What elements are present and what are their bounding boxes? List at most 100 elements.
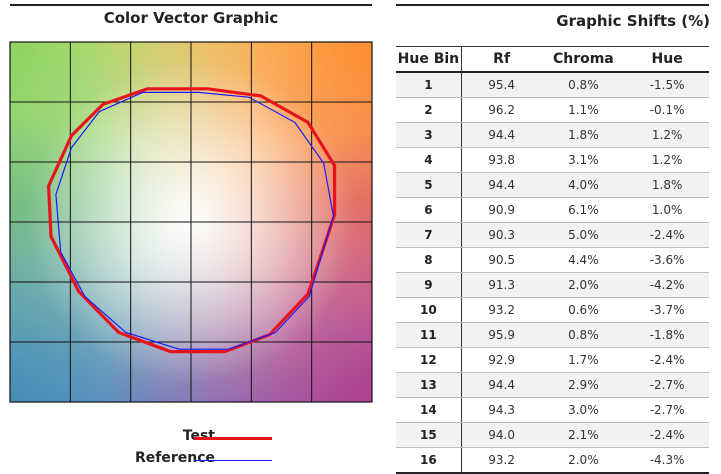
table-row: 10 93.2 0.6% -3.7%	[396, 297, 709, 323]
cell-chroma: 0.8%	[541, 72, 626, 98]
cell-hue: -0.1%	[625, 97, 709, 123]
cell-hue-bin: 15	[396, 422, 462, 448]
cell-hue-bin: 1	[396, 72, 462, 98]
cell-hue-bin: 13	[396, 372, 462, 398]
table-row: 2 96.2 1.1% -0.1%	[396, 97, 709, 123]
cell-hue: 1.0%	[625, 197, 709, 223]
header-rf: Rf	[461, 46, 542, 73]
graphic-shifts-panel: Graphic Shifts (%) Hue Bin Rf Chroma Hue…	[396, 0, 716, 474]
cell-rf: 94.4	[461, 172, 542, 198]
cell-chroma: 1.7%	[541, 347, 626, 373]
cell-hue-bin: 11	[396, 322, 462, 348]
cell-hue: -2.4%	[625, 222, 709, 248]
cell-chroma: 1.8%	[541, 122, 626, 148]
cell-hue: -2.7%	[625, 372, 709, 398]
cell-hue-bin: 7	[396, 222, 462, 248]
title-rule	[10, 4, 372, 6]
cell-rf: 90.3	[461, 222, 542, 248]
cell-rf: 94.4	[461, 372, 542, 398]
cell-hue: -3.6%	[625, 247, 709, 273]
cell-hue: -4.3%	[625, 447, 709, 474]
table-row: 1 95.4 0.8% -1.5%	[396, 72, 709, 98]
cell-rf: 94.4	[461, 122, 542, 148]
cell-hue-bin: 5	[396, 172, 462, 198]
cell-chroma: 6.1%	[541, 197, 626, 223]
cell-chroma: 5.0%	[541, 222, 626, 248]
cell-hue-bin: 8	[396, 247, 462, 273]
table-row: 16 93.2 2.0% -4.3%	[396, 447, 709, 474]
cell-chroma: 2.0%	[541, 447, 626, 474]
cell-chroma: 2.0%	[541, 272, 626, 298]
cell-chroma: 3.1%	[541, 147, 626, 173]
header-hue: Hue	[625, 46, 709, 73]
cell-rf: 91.3	[461, 272, 542, 298]
table-row: 3 94.4 1.8% 1.2%	[396, 122, 709, 148]
table-title: Graphic Shifts (%)	[556, 12, 710, 30]
plot-series	[46, 87, 337, 354]
cell-hue-bin: 4	[396, 147, 462, 173]
cell-rf: 95.9	[461, 322, 542, 348]
cell-chroma: 2.1%	[541, 422, 626, 448]
cell-rf: 96.2	[461, 97, 542, 123]
cell-hue-bin: 16	[396, 447, 462, 474]
cell-hue: 1.2%	[625, 122, 709, 148]
cell-rf: 95.4	[461, 72, 542, 98]
plot-frame	[9, 41, 373, 403]
table-row: 8 90.5 4.4% -3.6%	[396, 247, 709, 273]
cell-hue-bin: 6	[396, 197, 462, 223]
table-row: 11 95.9 0.8% -1.8%	[396, 322, 709, 348]
cell-rf: 93.2	[461, 297, 542, 323]
cell-hue-bin: 3	[396, 122, 462, 148]
table-row: 5 94.4 4.0% 1.8%	[396, 172, 709, 198]
cell-rf: 92.9	[461, 347, 542, 373]
plot-grid	[9, 41, 373, 403]
legend-swatch-test	[194, 437, 272, 440]
legend: Test Reference	[70, 428, 310, 472]
color-vector-chart	[9, 41, 373, 403]
table-title-rule	[396, 4, 709, 6]
cell-hue-bin: 14	[396, 397, 462, 423]
cell-hue: -1.8%	[625, 322, 709, 348]
table-row: 15 94.0 2.1% -2.4%	[396, 422, 709, 448]
cell-hue: -2.4%	[625, 347, 709, 373]
cell-rf: 93.8	[461, 147, 542, 173]
cell-rf: 90.9	[461, 197, 542, 223]
table-row: 4 93.8 3.1% 1.2%	[396, 147, 709, 173]
legend-item-reference: Reference	[70, 450, 310, 470]
header-hue-bin: Hue Bin	[396, 46, 462, 73]
table-header-row: Hue Bin Rf Chroma Hue	[396, 46, 709, 73]
cell-chroma: 1.1%	[541, 97, 626, 123]
chart-title: Color Vector Graphic	[103, 9, 279, 27]
cell-hue: -2.4%	[625, 422, 709, 448]
cell-hue-bin: 2	[396, 97, 462, 123]
color-vector-panel: Color Vector Graphic	[9, 4, 373, 472]
series-test-polygon	[46, 87, 337, 354]
cell-hue: 1.8%	[625, 172, 709, 198]
table-row: 6 90.9 6.1% 1.0%	[396, 197, 709, 223]
cell-hue: 1.2%	[625, 147, 709, 173]
legend-swatch-reference	[194, 460, 272, 461]
cell-chroma: 4.4%	[541, 247, 626, 273]
table-row: 12 92.9 1.7% -2.4%	[396, 347, 709, 373]
cell-rf: 90.5	[461, 247, 542, 273]
cell-hue-bin: 12	[396, 347, 462, 373]
table-row: 13 94.4 2.9% -2.7%	[396, 372, 709, 398]
legend-label-test: Test	[182, 428, 215, 444]
graphic-shifts-table: Hue Bin Rf Chroma Hue 1 95.4 0.8% -1.5% 2 96.…	[396, 46, 709, 474]
table-row: 7 90.3 5.0% -2.4%	[396, 222, 709, 248]
cell-hue-bin: 9	[396, 272, 462, 298]
cell-chroma: 4.0%	[541, 172, 626, 198]
cell-chroma: 3.0%	[541, 397, 626, 423]
cell-chroma: 0.6%	[541, 297, 626, 323]
cell-rf: 94.3	[461, 397, 542, 423]
cell-rf: 94.0	[461, 422, 542, 448]
cell-hue: -3.7%	[625, 297, 709, 323]
header-chroma: Chroma	[541, 46, 626, 73]
cell-chroma: 0.8%	[541, 322, 626, 348]
cell-hue: -2.7%	[625, 397, 709, 423]
cell-rf: 93.2	[461, 447, 542, 474]
cell-hue: -1.5%	[625, 72, 709, 98]
cell-hue-bin: 10	[396, 297, 462, 323]
table-row: 9 91.3 2.0% -4.2%	[396, 272, 709, 298]
legend-label-reference: Reference	[134, 450, 215, 466]
